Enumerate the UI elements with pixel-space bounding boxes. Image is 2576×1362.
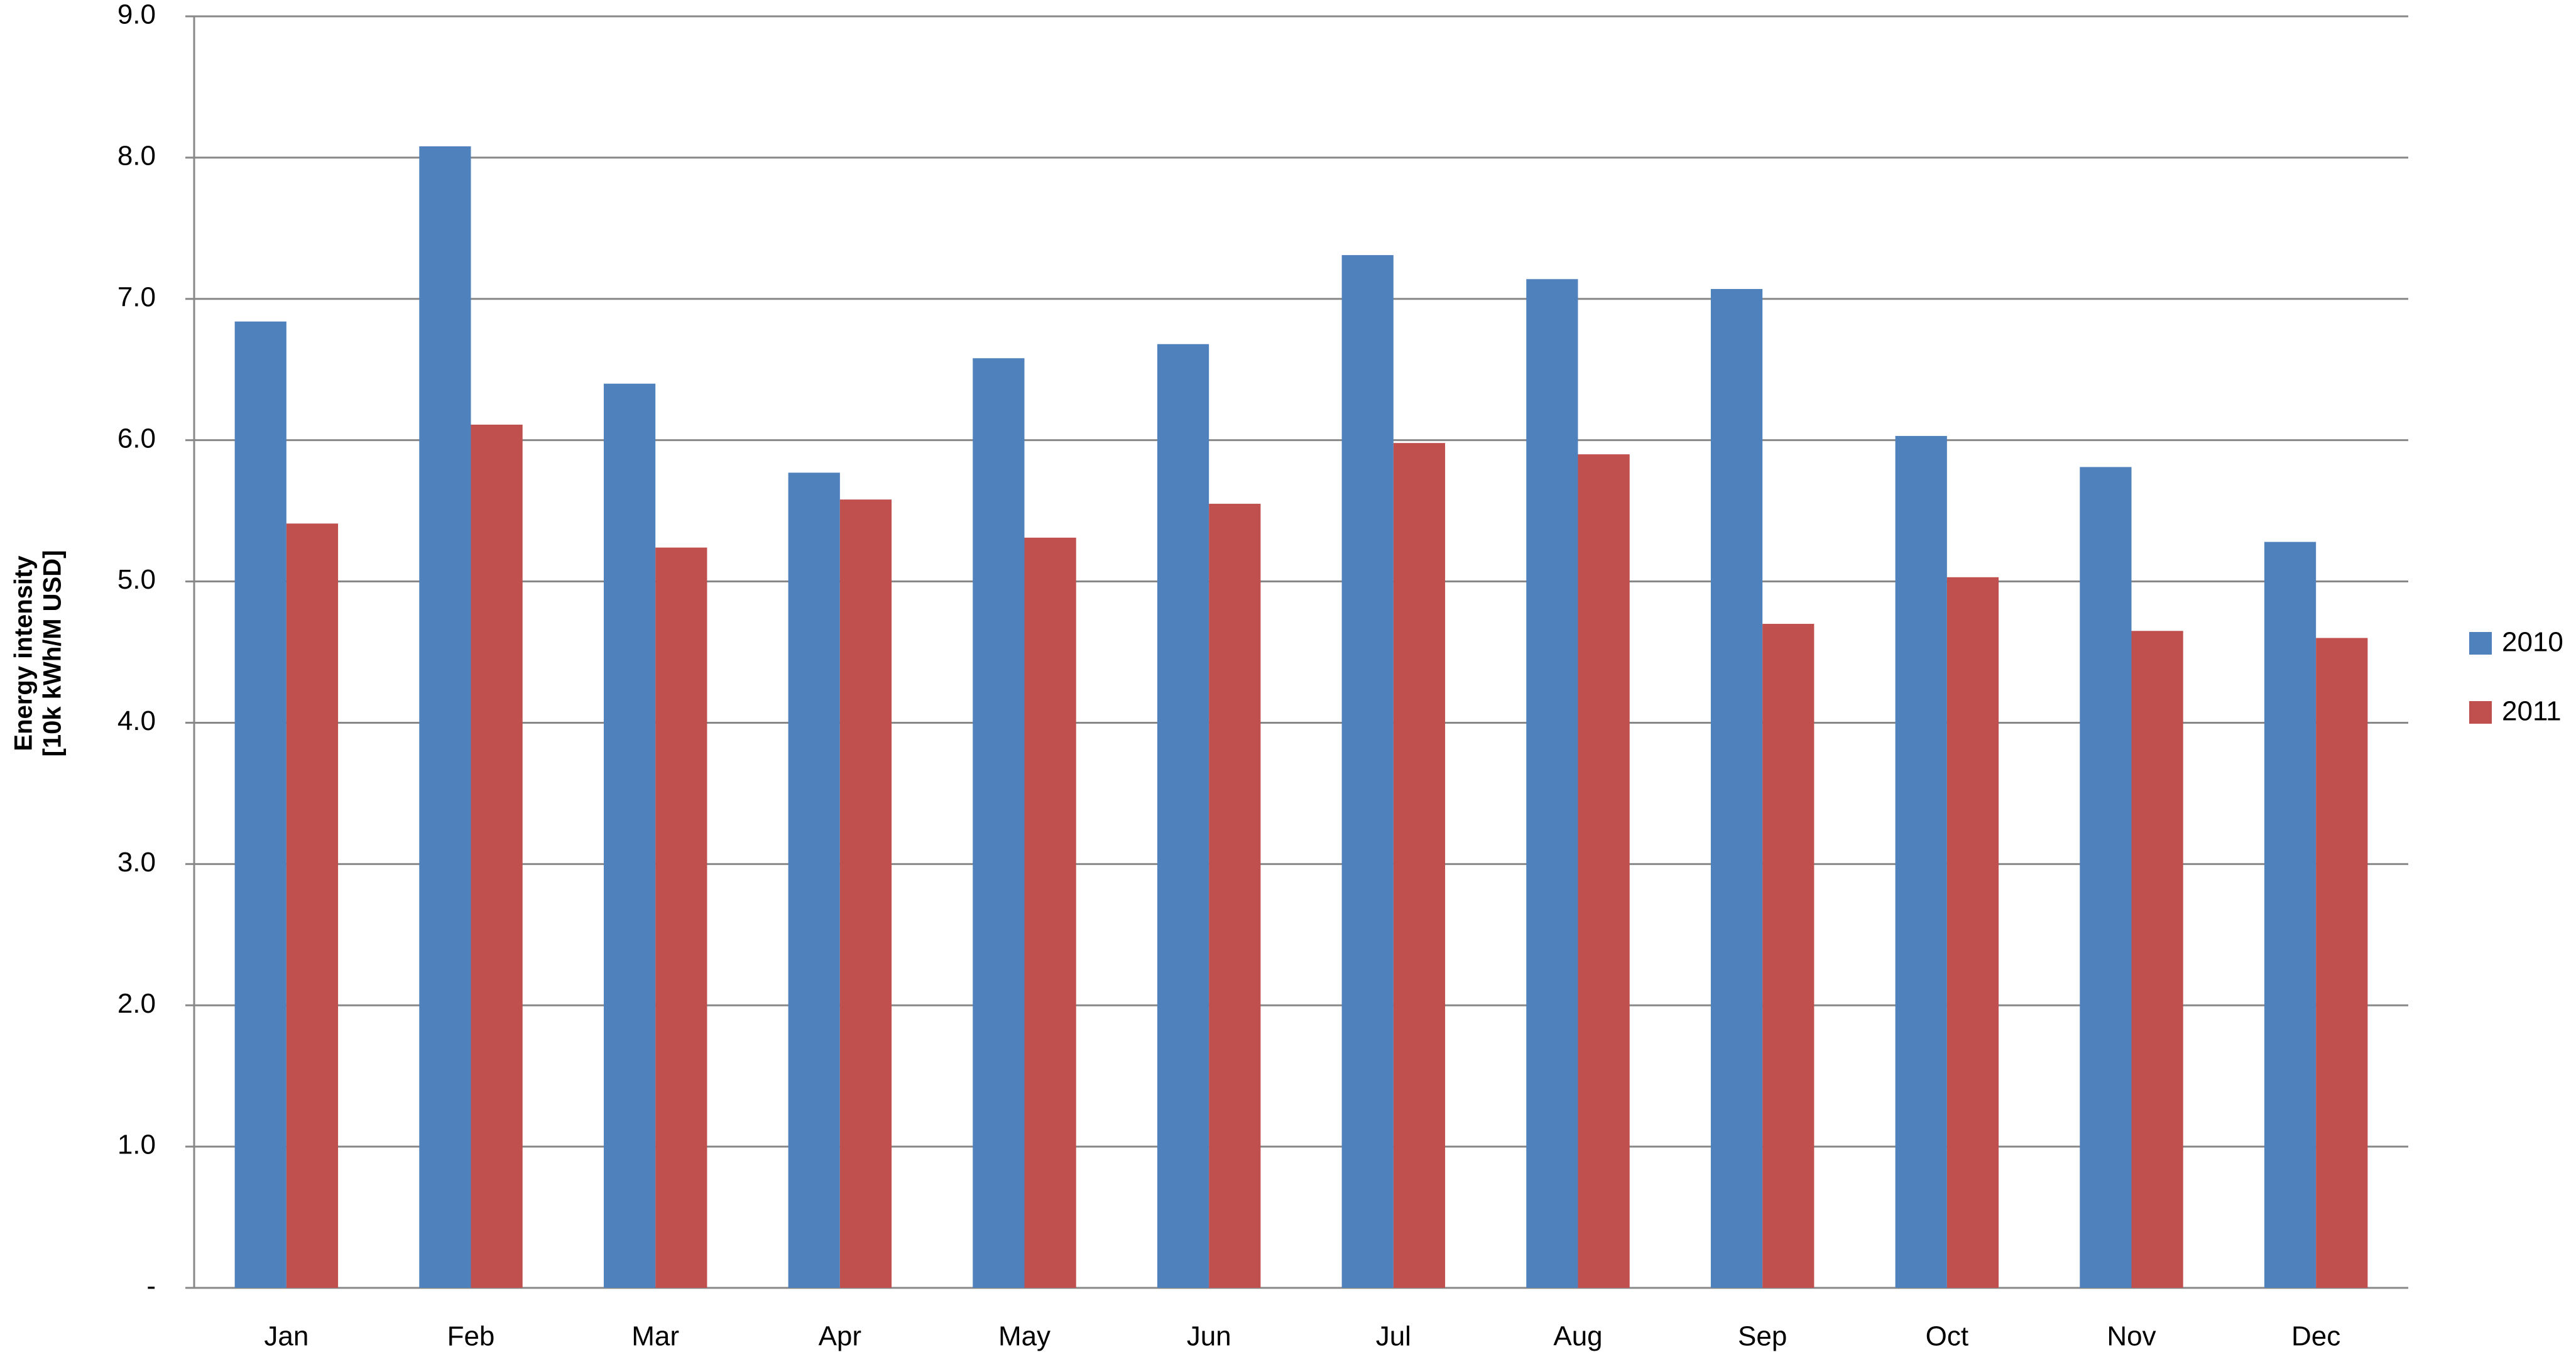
y-tick-label: 6.0 [117, 423, 156, 454]
legend-swatch [2469, 701, 2492, 724]
bar [603, 383, 656, 1288]
bar [1393, 443, 1446, 1288]
bar [1157, 344, 1209, 1288]
x-tick-label: Mar [631, 1321, 679, 1352]
x-tick-label: May [998, 1321, 1051, 1352]
legend: 2010 2011 [2469, 627, 2563, 727]
bar [2080, 467, 2132, 1288]
bar [973, 358, 1025, 1288]
x-tick-label: Jun [1187, 1321, 1231, 1352]
y-tick-label: 5.0 [117, 564, 156, 595]
bar [2316, 638, 2368, 1288]
bar [471, 424, 523, 1288]
x-tick-label: Jul [1376, 1321, 1411, 1352]
y-tick-label: 8.0 [117, 141, 156, 172]
legend-label: 2011 [2502, 696, 2562, 727]
y-tick-label: 4.0 [117, 706, 156, 736]
x-tick-label: Dec [2291, 1321, 2340, 1352]
bar [1946, 577, 1999, 1288]
bar [1526, 279, 1578, 1288]
bar [1209, 503, 1261, 1288]
y-axis-label: Energy intensity [10k kWh/M USD] [10, 550, 67, 757]
x-tick-label: Sep [1738, 1321, 1787, 1352]
bar [655, 547, 707, 1288]
bar [1578, 454, 1630, 1288]
y-tick-label: 2.0 [117, 988, 156, 1019]
bar [2264, 542, 2317, 1288]
bar [2131, 631, 2183, 1288]
legend-label: 2010 [2502, 627, 2563, 658]
y-axis-label-line: Energy intensity [10, 555, 38, 751]
legend-swatch [2469, 632, 2492, 655]
bar [1762, 624, 1815, 1288]
y-axis-label-line: [10k kWh/M USD] [39, 550, 67, 757]
bar [1024, 537, 1076, 1288]
bar [839, 499, 892, 1288]
bar [1710, 289, 1763, 1288]
y-tick-label: 9.0 [117, 0, 156, 30]
bar [1895, 435, 1947, 1288]
x-tick-label: Apr [819, 1321, 861, 1352]
bar [1341, 255, 1394, 1288]
y-tick-label: 1.0 [117, 1130, 156, 1160]
y-tick-label: 3.0 [117, 847, 156, 878]
bar [419, 146, 471, 1288]
bar [234, 321, 287, 1288]
x-tick-label: Feb [447, 1321, 495, 1352]
x-tick-label: Jan [264, 1321, 308, 1352]
y-tick-label: - [146, 1271, 156, 1302]
bar [788, 472, 840, 1288]
bar [286, 523, 339, 1288]
x-tick-label: Oct [1926, 1321, 1968, 1352]
x-tick-label: Nov [2107, 1321, 2156, 1352]
y-tick-label: 7.0 [117, 281, 156, 312]
x-tick-label: Aug [1553, 1321, 1602, 1352]
